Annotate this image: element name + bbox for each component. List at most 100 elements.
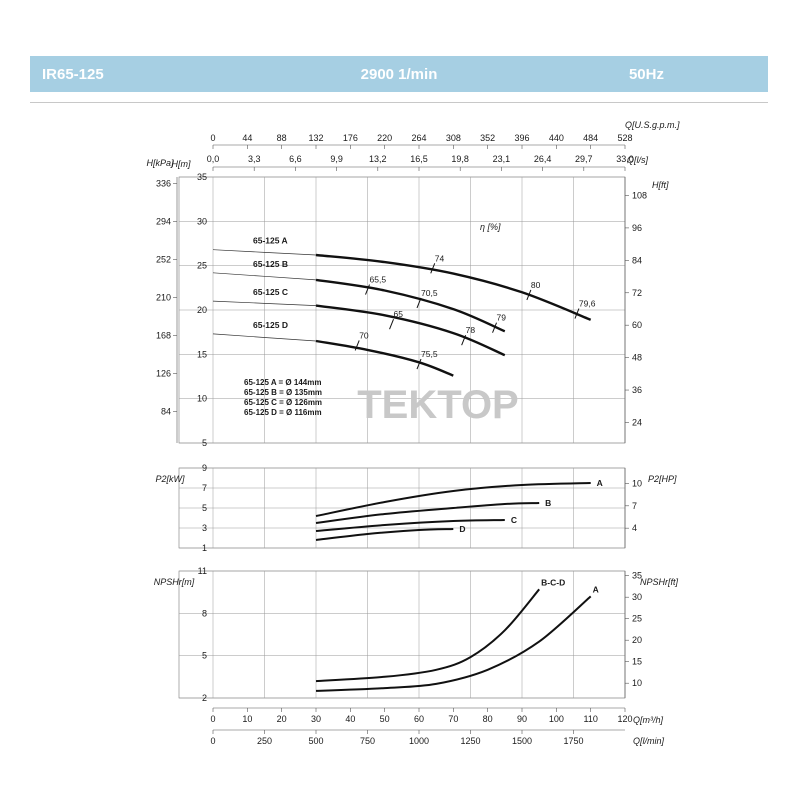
efficiency-axis-title: η [%] (480, 222, 501, 232)
kpa-axis-title: H[kPa] (146, 158, 174, 168)
efficiency-label: 75,5 (421, 349, 438, 359)
m3h-tick-label: 120 (617, 714, 632, 724)
efficiency-label: 65,5 (370, 275, 387, 285)
gpm-axis-title: Q[U.S.g.p.m.] (625, 120, 680, 130)
gpm-tick-label: 264 (411, 133, 426, 143)
npsh-m-tick-label: 8 (202, 608, 207, 618)
efficiency-label: 79 (497, 313, 507, 323)
power-curve (315, 528, 454, 541)
power-kw-tick-label: 1 (202, 543, 207, 553)
efficiency-mark (574, 308, 580, 319)
m3h-tick-label: 50 (380, 714, 390, 724)
kpa-tick-label: 84 (161, 406, 171, 416)
npsh-curve-label: B-C-D (541, 577, 565, 587)
ft-tick-label: 36 (632, 385, 642, 395)
m3h-axis-title: Q[m³/h] (633, 715, 664, 725)
efficiency-label: 74 (435, 253, 445, 263)
pump-frequency: 50Hz (628, 65, 664, 83)
pump-speed: 2900 1/min (360, 65, 438, 83)
power-kw-tick-label: 5 (202, 503, 207, 513)
kpa-tick-label: 126 (156, 368, 171, 378)
efficiency-label: 79,6 (579, 299, 596, 309)
ls-tick-label: 13,2 (369, 154, 387, 164)
kpa-tick-label: 168 (156, 330, 171, 340)
lmin-tick-label: 1750 (563, 736, 583, 746)
ls-tick-label: 6,6 (289, 154, 302, 164)
gpm-tick-label: 88 (277, 133, 287, 143)
power-curve-label: D (459, 524, 465, 534)
npsh-ft-tick-label: 10 (632, 678, 642, 688)
m3h-tick-label: 10 (242, 714, 252, 724)
power-kw-axis-title: P2[kW] (155, 474, 185, 484)
impeller-diameter-label: 65-125 D = Ø 116mm (244, 408, 322, 417)
power-curve-label: A (597, 478, 603, 488)
npsh-curve (315, 595, 592, 692)
lmin-tick-label: 1500 (512, 736, 532, 746)
pump-model: IR65-125 (42, 65, 104, 83)
lmin-tick-label: 1000 (409, 736, 429, 746)
gpm-tick-label: 440 (549, 133, 564, 143)
npsh-ft-tick-label: 25 (632, 614, 642, 624)
efficiency-label: 78 (466, 325, 476, 335)
head-curve-stub (212, 333, 317, 342)
efficiency-mark (416, 297, 422, 309)
head-curve-stub (212, 300, 317, 306)
m3h-tick-label: 110 (583, 714, 597, 724)
power-curve (315, 519, 505, 532)
m3h-tick-label: 30 (311, 714, 321, 724)
ls-tick-label: 9,9 (330, 154, 343, 164)
power-curve (315, 502, 540, 524)
gpm-tick-label: 220 (377, 133, 392, 143)
power-hp-tick-label: 10 (632, 478, 642, 488)
power-kw-tick-label: 9 (202, 463, 207, 473)
head-m-axis-title: H[m] (172, 159, 191, 169)
head-m-tick-label: 10 (197, 394, 207, 404)
gpm-tick-label: 352 (480, 133, 495, 143)
gpm-tick-label: 132 (308, 133, 323, 143)
m3h-tick-label: 100 (549, 714, 564, 724)
ls-tick-label: 19,8 (451, 154, 469, 164)
gpm-tick-label: 308 (446, 133, 461, 143)
ls-tick-label: 33,0 (616, 154, 634, 164)
ls-tick-label: 26,4 (534, 154, 552, 164)
ls-axis-title: Q[l/s] (627, 155, 649, 165)
npsh-m-tick-label: 11 (198, 566, 207, 576)
npsh-curve (315, 588, 540, 683)
head-curve-label: 65-125 C (253, 287, 288, 297)
ft-tick-label: 24 (632, 417, 642, 427)
gpm-tick-label: 528 (617, 133, 632, 143)
efficiency-label: 80 (531, 280, 541, 290)
ls-tick-label: 23,1 (493, 154, 511, 164)
efficiency-label: 70 (359, 330, 369, 340)
npsh-ft-tick-label: 35 (632, 571, 642, 581)
efficiency-mark (461, 334, 467, 346)
head-m-tick-label: 30 (197, 216, 207, 226)
power-curve (315, 482, 591, 517)
m3h-tick-label: 20 (277, 714, 287, 724)
impeller-diameter-label: 65-125 B = Ø 135mm (244, 388, 322, 397)
npsh-ft-tick-label: 15 (632, 657, 642, 667)
gpm-tick-label: 176 (343, 133, 358, 143)
npsh-m-tick-label: 5 (202, 651, 207, 661)
npsh-m-axis-title: NPSHr[m] (154, 577, 195, 587)
m3h-tick-label: 60 (414, 714, 424, 724)
watermark: TEKTOP (357, 383, 519, 427)
head-curve-label: 65-125 B (253, 259, 288, 269)
efficiency-mark (430, 263, 436, 274)
gpm-tick-label: 44 (242, 133, 252, 143)
power-hp-tick-label: 4 (632, 523, 637, 533)
efficiency-label: 65 (394, 309, 404, 319)
ft-tick-label: 48 (632, 353, 642, 363)
impeller-diameter-label: 65-125 C = Ø 126mm (244, 398, 322, 407)
head-curve (315, 253, 592, 321)
head-curve (315, 339, 454, 377)
npsh-ft-tick-label: 30 (632, 592, 642, 602)
ls-tick-label: 16,5 (410, 154, 428, 164)
efficiency-mark (492, 322, 497, 333)
npsh-curve-label: A (593, 584, 599, 594)
efficiency-mark (389, 319, 394, 330)
ls-tick-label: 3,3 (248, 154, 261, 164)
kpa-tick-label: 294 (156, 217, 171, 227)
head-curve-stub (212, 272, 317, 281)
